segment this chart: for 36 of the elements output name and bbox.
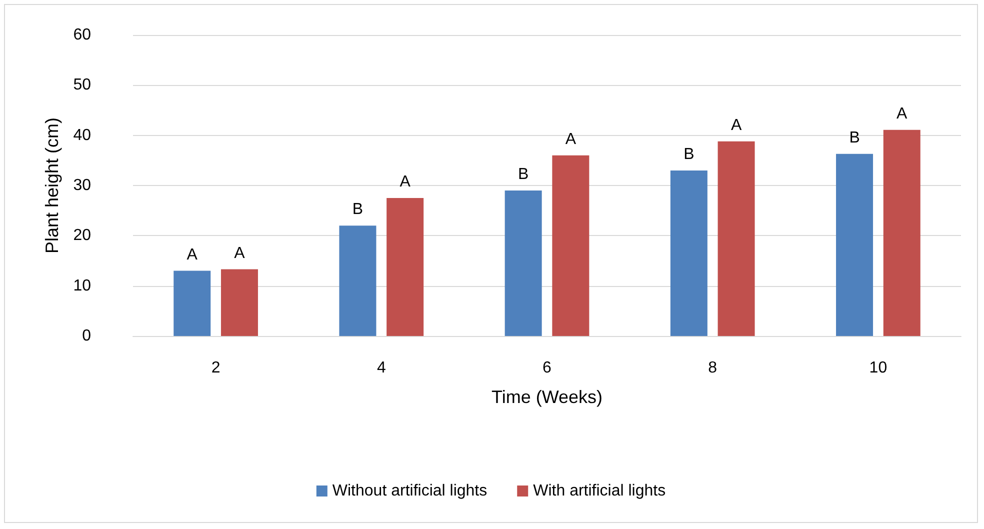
y-tick-label: 20 [73,227,92,244]
bar [718,141,755,336]
data-label: A [896,105,908,122]
legend-label: Without artificial lights [332,482,488,500]
bar [174,270,211,336]
data-label: A [234,244,246,262]
data-label: B [352,201,364,218]
data-label: A [730,116,742,134]
y-tick-label: 40 [73,126,92,144]
bar [883,130,920,336]
y-tick-label: 60 [73,26,92,44]
data-label: A [565,130,576,148]
bar [552,155,590,336]
y-tick-label: 50 [73,76,92,94]
data-label: A [400,174,411,191]
bar [670,170,708,336]
bar [339,226,376,336]
x-tick-label: 2 [211,360,220,376]
x-tick-label: 4 [376,360,386,376]
x-tick-label: 8 [708,360,718,376]
y-tick-label: 0 [82,328,92,344]
bar [504,190,542,336]
bar [220,269,258,336]
x-tick-label: 10 [869,360,888,376]
legend-label: With artificial lights [533,482,666,500]
x-tick-label: 6 [542,360,552,376]
y-tick-label: 10 [73,277,92,294]
bar [836,154,874,336]
data-label: B [518,166,529,184]
y-axis-title: Plant height (cm) [42,117,62,254]
data-label: A [186,246,198,264]
data-label: B [849,129,860,146]
y-tick-label: 30 [73,177,92,194]
x-axis-title: Time (Weeks) [491,387,603,407]
bar [386,198,424,336]
data-label: B [684,146,694,163]
